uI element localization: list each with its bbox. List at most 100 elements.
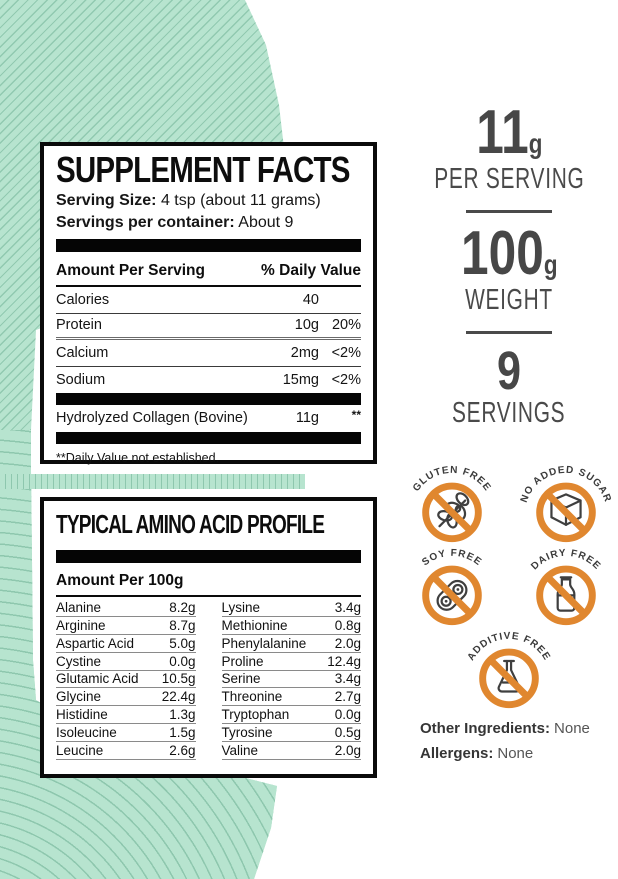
amino-name: Leucine (56, 743, 104, 759)
amino-value: 12.4g (327, 653, 361, 669)
amino-name: Threonine (221, 689, 283, 705)
badge-additive-free: ADDITIVE FREE (457, 616, 561, 713)
amino-name: Tryptophan (221, 707, 290, 723)
badge-gluten-free: GLUTEN FREE (400, 450, 504, 547)
list-item: Methionine 0.8g (221, 617, 361, 635)
table-row: Protein 10g 20% (56, 314, 361, 340)
row-amount: 40 (302, 291, 319, 308)
supplement-facts-panel: SUPPLEMENT FACTS Serving Size: 4 tsp (ab… (40, 142, 377, 465)
stat-label: WEIGHT (465, 283, 553, 316)
row-amount: 15mg (282, 371, 319, 388)
amino-name: Histidine (56, 707, 108, 723)
amino-name: Glutamic Acid (56, 671, 139, 687)
amino-value: 0.0g (169, 653, 196, 669)
table-row-collagen: Hydrolyzed Collagen (Bovine) 11g ** (56, 405, 361, 432)
list-item: Cystine 0.0g (56, 653, 196, 671)
daily-value-footnote: **Daily Value not established. (56, 450, 220, 465)
row-dv: <2% (331, 371, 361, 388)
amino-name: Phenylalanine (221, 635, 307, 651)
stat-label: SERVINGS (452, 396, 566, 429)
stats-panel: 11g PER SERVING 100g WEIGHT 9 SERVINGS (400, 98, 618, 430)
amino-table: Alanine 8.2g Arginine 8.7g Aspartic Acid 5.… (56, 599, 361, 761)
amino-value: 2.7g (334, 689, 361, 705)
list-item: Isoleucine 1.5g (56, 724, 196, 743)
amino-name: Valine (221, 743, 259, 759)
row-name: Calories (56, 291, 110, 308)
servings-value: About 9 (238, 214, 294, 231)
allergens-value: None (497, 745, 534, 762)
stat-value: 100g (460, 218, 558, 288)
other-ingredients-line: Other Ingredients: None (420, 720, 590, 737)
amino-acid-profile-panel: TYPICAL AMINO ACID PROFILE Amount Per 10… (40, 497, 377, 778)
list-item: Proline 12.4g (221, 653, 361, 671)
row-name: Calcium (56, 344, 109, 361)
row-dv: ** (351, 408, 361, 422)
amino-name: Methionine (221, 617, 288, 633)
amino-name: Isoleucine (56, 725, 117, 741)
amino-value: 3.4g (334, 671, 361, 687)
list-item: Serine 3.4g (221, 671, 361, 689)
stat-value: 11g (475, 98, 543, 167)
supplement-facts-title: SUPPLEMENT FACTS (56, 149, 350, 190)
list-item: Valine 2.0g (221, 742, 361, 761)
amino-value: 0.0g (334, 707, 361, 723)
stat-label: PER SERVING (433, 162, 585, 195)
servings-per-container-line: Servings per container: About 9 (56, 214, 361, 232)
table-row: Calories 40 (56, 287, 361, 314)
list-item: Glycine 22.4g (56, 688, 196, 707)
badge-dairy-free: DAIRY FREE (514, 533, 618, 630)
amino-name: Lysine (221, 599, 261, 615)
amino-value: 22.4g (161, 689, 196, 705)
amino-column-left: Alanine 8.2g Arginine 8.7g Aspartic Acid 5.… (56, 599, 196, 761)
amino-value: 2.0g (334, 743, 361, 759)
row-name: Sodium (56, 371, 106, 388)
amino-name: Cystine (56, 653, 102, 669)
stat-divider (466, 330, 552, 334)
divider-bar (56, 239, 361, 252)
list-item: Arginine 8.7g (56, 617, 196, 635)
amino-value: 0.8g (334, 617, 361, 633)
amino-column-right: Lysine 3.4g Methionine 0.8g Phenylalanine 2… (221, 599, 361, 761)
row-name: Protein (56, 317, 102, 334)
column-daily-value: % Daily Value (261, 262, 361, 279)
divider-bar (56, 393, 361, 405)
amino-value: 5.0g (169, 635, 196, 651)
serving-size-value: 4 tsp (about 11 grams) (160, 192, 321, 209)
allergens-label: Allergens: (420, 745, 494, 762)
list-item: Alanine 8.2g (56, 599, 196, 617)
allergens-line: Allergens: None (420, 745, 590, 762)
serving-size-label: Serving Size: (56, 192, 157, 209)
amino-name: Arginine (56, 617, 106, 633)
amino-name: Serine (221, 671, 261, 687)
badge-row: GLUTEN FREE NO ADDED SUGA (400, 450, 618, 547)
list-item: Phenylalanine 2.0g (221, 635, 361, 653)
list-item: Histidine 1.3g (56, 706, 196, 725)
row-dv: 20% (331, 317, 361, 334)
other-ingredients-value: None (554, 720, 590, 737)
amino-value: 2.6g (169, 743, 196, 759)
amino-value: 2.0g (334, 635, 361, 651)
facts-table-header: Amount Per Serving % Daily Value (56, 252, 361, 287)
stat-servings: 9 SERVINGS (400, 344, 618, 430)
list-item: Tryptophan 0.0g (221, 706, 361, 725)
badge-soy-free: SOY FREE (400, 533, 504, 630)
amino-value: 1.3g (169, 707, 196, 723)
background-mint-band (0, 474, 305, 489)
amino-value: 8.2g (169, 599, 196, 615)
row-amount: 2mg (290, 344, 319, 361)
svg-text:SOY FREE: SOY FREE (420, 548, 484, 569)
amino-value: 0.5g (334, 725, 361, 741)
divider-bar (56, 431, 361, 444)
list-item: Threonine 2.7g (221, 688, 361, 707)
list-item: Leucine 2.6g (56, 742, 196, 761)
list-item: Lysine 3.4g (221, 599, 361, 617)
amino-value: 3.4g (334, 599, 361, 615)
serving-size-line: Serving Size: 4 tsp (about 11 grams) (56, 192, 361, 210)
row-name: Hydrolyzed Collagen (Bovine) (56, 410, 248, 427)
stat-per-serving: 11g PER SERVING (400, 98, 618, 196)
badge-no-added-sugar: NO ADDED SUGAR (514, 450, 618, 547)
amino-name: Alanine (56, 599, 102, 615)
list-item: Tyrosine 0.5g (221, 724, 361, 743)
row-dv: <2% (331, 344, 361, 361)
